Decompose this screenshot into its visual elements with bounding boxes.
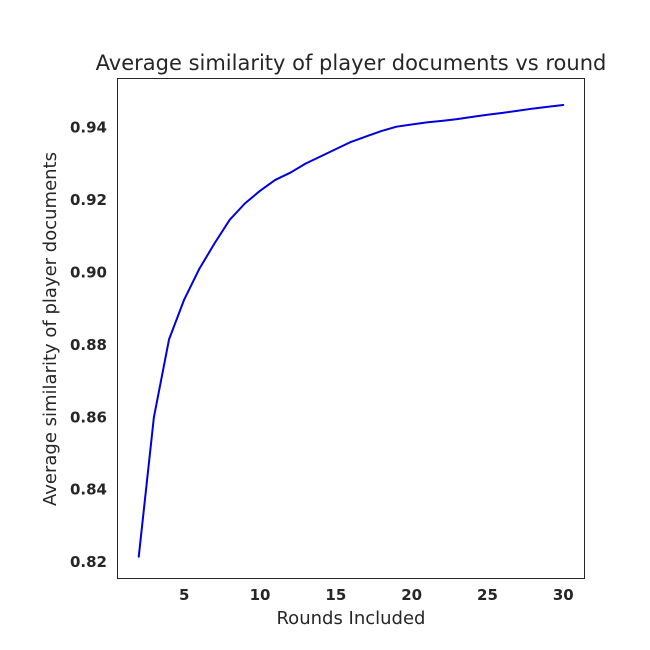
y-tick-label: 0.88 (70, 336, 107, 354)
y-tick-label: 0.94 (70, 118, 107, 136)
y-tick-label: 0.90 (70, 263, 107, 281)
y-tick-label: 0.82 (70, 553, 107, 571)
y-tick-label: 0.84 (70, 481, 107, 499)
y-tick-label: 0.86 (70, 408, 107, 426)
y-tick-label: 0.92 (70, 191, 107, 209)
x-tick-label: 10 (250, 586, 271, 604)
x-axis-label: Rounds Included (276, 608, 425, 629)
series-line-0 (137, 103, 565, 558)
x-tick-label: 20 (401, 586, 422, 604)
chart-title: Average similarity of player documents v… (96, 51, 607, 75)
x-tick-label: 25 (477, 586, 498, 604)
y-axis-label: Average similarity of player documents (40, 152, 61, 506)
x-tick-label: 5 (179, 586, 189, 604)
x-tick-label: 15 (325, 586, 346, 604)
x-tick-label: 30 (553, 586, 574, 604)
plot-area (137, 103, 565, 558)
x-axis-ticks: 5 10 15 20 25 30 (179, 586, 574, 604)
plot-frame (117, 78, 585, 579)
y-axis-ticks: 0.82 0.84 0.86 0.88 0.90 0.92 0.94 (70, 118, 107, 571)
